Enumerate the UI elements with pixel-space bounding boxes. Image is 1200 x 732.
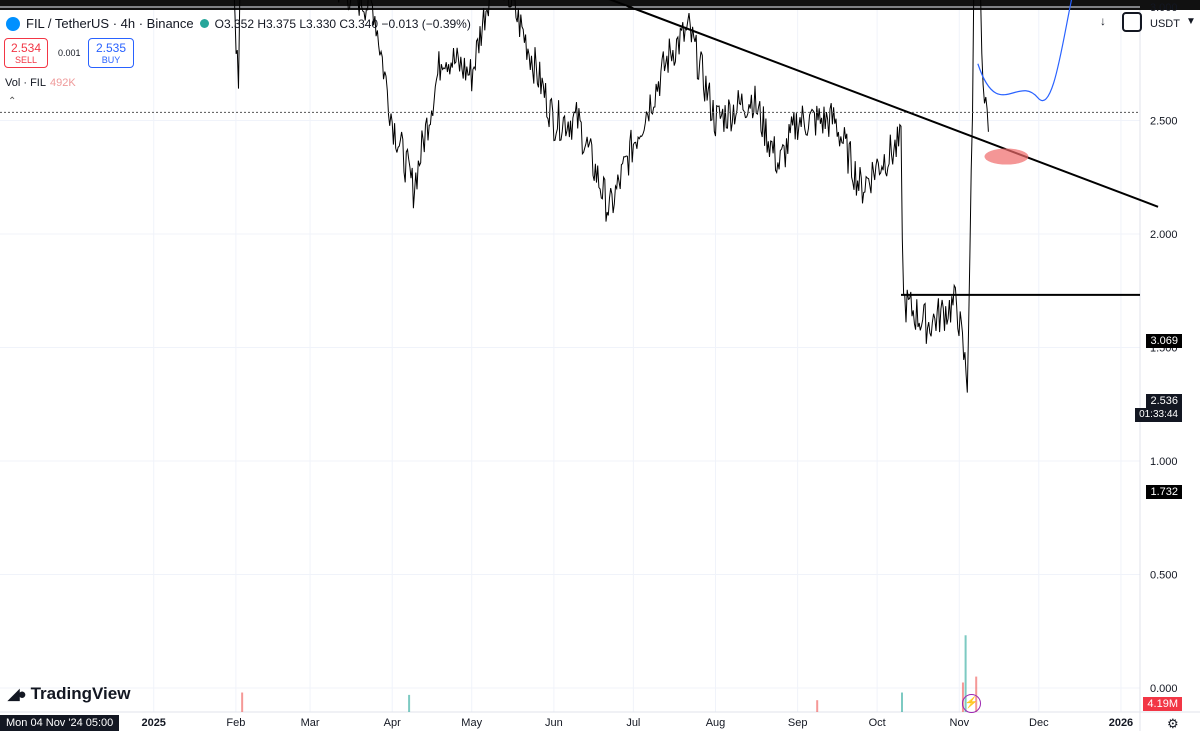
- y-tick-label: 1.000: [1150, 456, 1178, 468]
- tradingview-logo[interactable]: ◢● TradingView: [8, 684, 130, 704]
- x-tick-label: Aug: [706, 717, 726, 729]
- download-icon[interactable]: ↓: [1100, 14, 1106, 28]
- fullscreen-icon[interactable]: [1122, 12, 1142, 32]
- x-tick-label: Jul: [626, 717, 640, 729]
- logo-text: TradingView: [30, 684, 131, 703]
- buy-price: 2.535: [95, 41, 127, 55]
- tradingview-logo-icon: ◢●: [8, 686, 27, 703]
- support-price-tag: 1.732: [1146, 485, 1182, 499]
- ohlc-values: O3.352 H3.375 L3.330 C3.340 −0.013 (−0.3…: [214, 16, 471, 31]
- x-tick-label: Dec: [1029, 717, 1049, 729]
- x-tick-label: 2025: [141, 717, 165, 729]
- x-tick-label: Mar: [301, 717, 320, 729]
- buy-label: BUY: [101, 55, 121, 65]
- x-tick-label: Oct: [869, 717, 886, 729]
- x-tick-label: 2026: [1109, 717, 1133, 729]
- y-tick-label: 0.500: [1150, 570, 1178, 582]
- y-tick-label: 2.000: [1150, 229, 1178, 241]
- x-tick-label: Apr: [384, 717, 401, 729]
- lightning-icon[interactable]: ⚡: [962, 694, 981, 713]
- collapse-chevron-icon[interactable]: ⌃: [8, 96, 17, 107]
- x-tick-label: May: [461, 717, 482, 729]
- volume-legend[interactable]: Vol · FIL 492K: [5, 77, 76, 89]
- sell-price: 2.534: [10, 41, 42, 55]
- volume-label: Vol · FIL: [5, 77, 46, 89]
- volume-bar: [816, 700, 819, 712]
- x-tick-label: Jun: [545, 717, 563, 729]
- market-status-icon: [199, 19, 209, 28]
- price-series-line: [233, 0, 989, 393]
- sell-label: SELL: [14, 55, 38, 65]
- gear-icon[interactable]: ⚙: [1167, 716, 1179, 731]
- buy-button[interactable]: 2.535 BUY: [88, 38, 134, 68]
- y-tick-label: 3.000: [1150, 2, 1178, 14]
- volume-bar: [241, 692, 244, 712]
- volume-bar: [408, 694, 411, 712]
- resistance-price-tag: 3.069: [1146, 334, 1182, 348]
- symbol-header: FIL / TetherUS · 4h · Binance O3.352 H3.…: [6, 16, 471, 31]
- x-tick-label: Sep: [788, 717, 808, 729]
- volume-value: 492K: [49, 77, 76, 89]
- top-bar: [0, 0, 1200, 10]
- currency-label[interactable]: USDT: [1150, 18, 1180, 30]
- volume-bar: [964, 635, 967, 712]
- volume-price-tag: 4.19M: [1143, 697, 1182, 711]
- trend-line: [608, 0, 1159, 208]
- date-cursor-label: Mon 04 Nov '24 05:00: [0, 715, 120, 731]
- current-price-tag: 2.536: [1146, 394, 1182, 408]
- x-tick-label: Nov: [950, 717, 970, 729]
- y-tick-label: 0.000: [1150, 683, 1178, 695]
- fil-coin-icon: [6, 16, 20, 31]
- countdown-tag: 01:33:44: [1135, 408, 1182, 422]
- x-tick-label: Feb: [226, 717, 245, 729]
- highlight-zone: [984, 148, 1029, 165]
- currency-chevron-down-icon[interactable]: ▼: [1186, 16, 1196, 27]
- volume-bar: [901, 692, 903, 712]
- projection-path: [977, 0, 1073, 102]
- sell-button[interactable]: 2.534 SELL: [4, 38, 48, 68]
- y-tick-label: 2.500: [1150, 116, 1178, 128]
- symbol-title[interactable]: FIL / TetherUS · 4h · Binance: [26, 16, 194, 31]
- spread-value: 0.001: [58, 48, 81, 58]
